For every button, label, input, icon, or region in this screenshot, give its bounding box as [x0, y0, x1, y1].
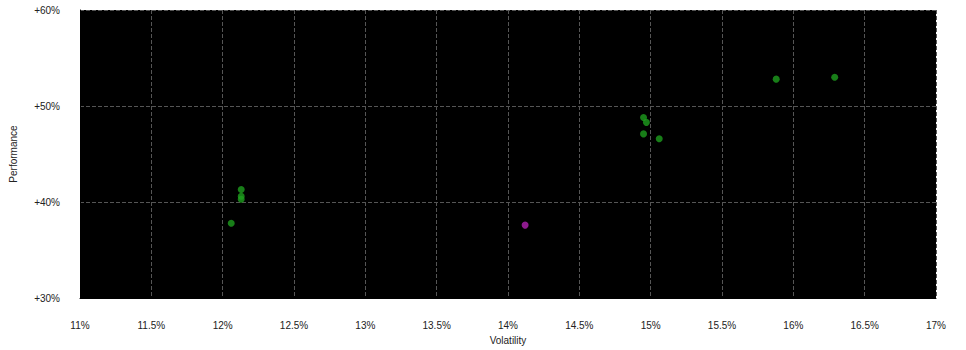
svg-text:+50%: +50% [34, 101, 60, 112]
svg-text:16%: 16% [783, 320, 803, 331]
svg-text:11.5%: 11.5% [138, 320, 166, 331]
svg-text:16.5%: 16.5% [850, 320, 878, 331]
svg-text:+30%: +30% [34, 293, 60, 304]
svg-text:11%: 11% [70, 320, 89, 331]
svg-text:12%: 12% [213, 320, 233, 331]
svg-text:13.5%: 13.5% [422, 320, 450, 331]
svg-text:12.5%: 12.5% [280, 320, 308, 331]
svg-text:15%: 15% [641, 320, 661, 331]
svg-text:Volatility: Volatility [490, 335, 527, 346]
svg-text:+60%: +60% [34, 5, 60, 16]
svg-text:15.5%: 15.5% [708, 320, 736, 331]
svg-text:Performance: Performance [8, 125, 19, 183]
svg-text:13%: 13% [355, 320, 375, 331]
svg-text:+40%: +40% [34, 197, 60, 208]
svg-text:14%: 14% [498, 320, 518, 331]
svg-text:17%: 17% [926, 320, 946, 331]
svg-text:14.5%: 14.5% [565, 320, 593, 331]
